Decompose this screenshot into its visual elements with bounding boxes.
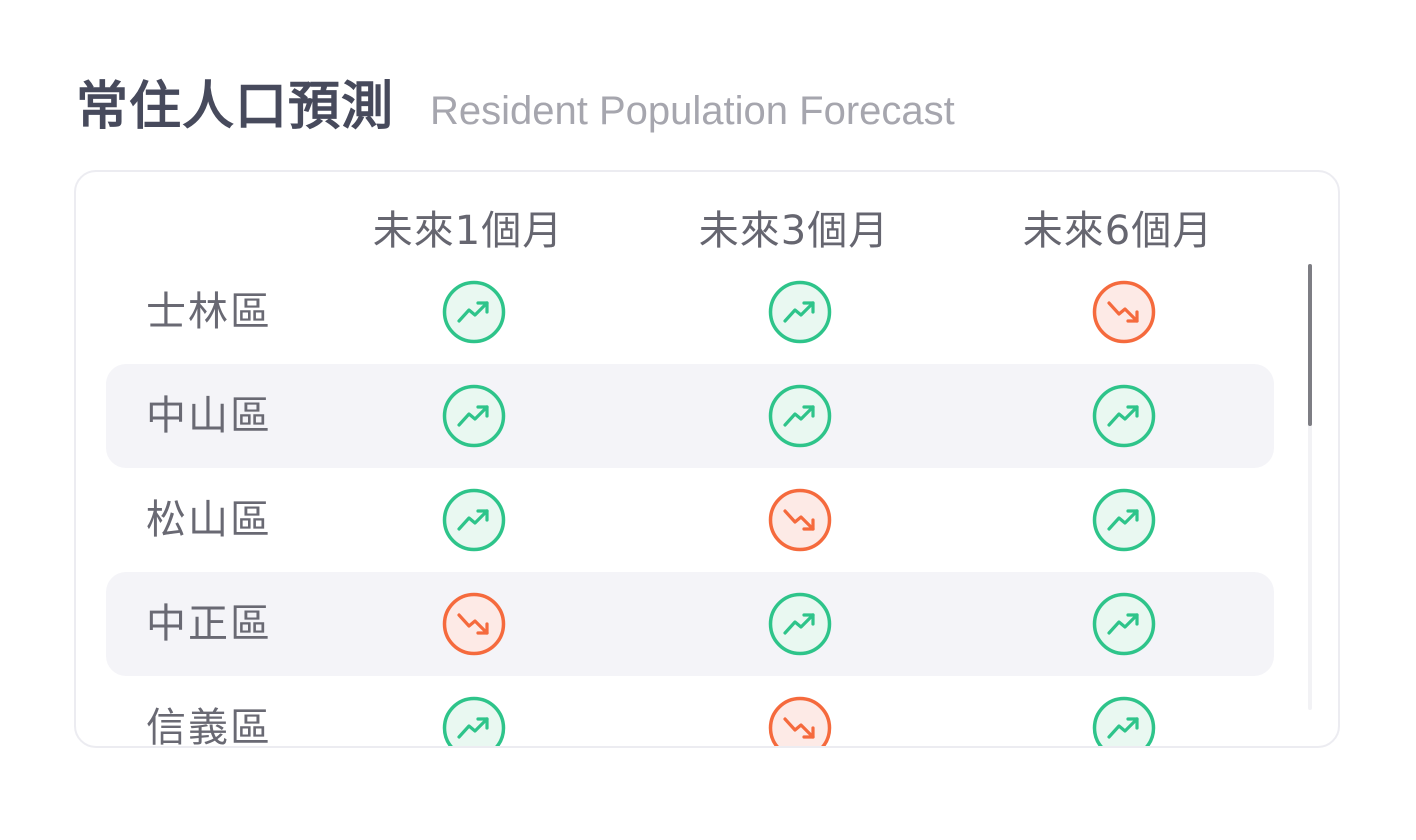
- trending-up-icon: [768, 384, 832, 448]
- district-label: 信義區: [146, 705, 272, 748]
- trending-down-icon: [768, 488, 832, 552]
- table-row: 松山區: [106, 468, 1274, 572]
- trending-up-icon: [1092, 384, 1156, 448]
- trending-up-icon: [1092, 592, 1156, 656]
- forecast-table-card: 士林區中山區松山區中正區信義區 未來1個月 未來3個月 未來6個月: [74, 170, 1340, 748]
- district-label: 士林區: [146, 289, 272, 335]
- trending-down-icon: [442, 592, 506, 656]
- page-title: 常住人口預測: [76, 77, 395, 137]
- scrollbar-thumb[interactable]: [1308, 264, 1312, 426]
- table-row: 中正區: [106, 572, 1274, 676]
- district-label: 中山區: [146, 393, 272, 439]
- trending-up-icon: [768, 280, 832, 344]
- district-label: 中正區: [146, 601, 272, 647]
- column-header-3-months: 未來3個月: [698, 208, 890, 254]
- vertical-scrollbar[interactable]: [1308, 264, 1312, 710]
- trending-down-icon: [1092, 280, 1156, 344]
- table-row: 中山區: [106, 364, 1274, 468]
- trending-up-icon: [442, 384, 506, 448]
- trending-up-icon: [442, 696, 506, 746]
- table-row: 信義區: [106, 676, 1274, 748]
- trending-up-icon: [1092, 696, 1156, 746]
- trending-up-icon: [768, 592, 832, 656]
- column-header-6-months: 未來6個月: [1022, 208, 1214, 254]
- trending-up-icon: [1092, 488, 1156, 552]
- table-header-row: 未來1個月 未來3個月 未來6個月: [76, 198, 1338, 254]
- section-header: 常住人口預測 Resident Population Forecast: [76, 64, 955, 139]
- page-subtitle: Resident Population Forecast: [430, 89, 955, 133]
- trending-down-icon: [768, 696, 832, 746]
- district-label: 松山區: [146, 497, 272, 543]
- table-row: 士林區: [106, 260, 1274, 364]
- column-header-1-month: 未來1個月: [372, 208, 564, 254]
- trending-up-icon: [442, 280, 506, 344]
- forecast-table-body[interactable]: 士林區中山區松山區中正區信義區: [76, 172, 1338, 746]
- trending-up-icon: [442, 488, 506, 552]
